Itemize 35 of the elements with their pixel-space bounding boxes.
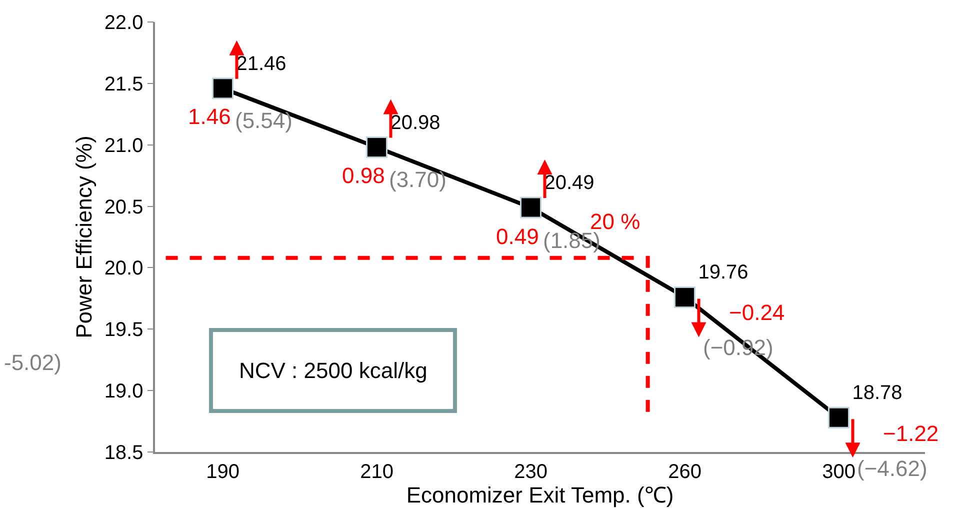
point xyxy=(828,406,850,428)
x-tick-label: 300 xyxy=(822,460,856,483)
x-tick-label: 190 xyxy=(206,460,240,483)
y-tick-label: 20.5 xyxy=(104,196,144,218)
data-label: 21.46 xyxy=(236,52,286,75)
annotation: 0.98 xyxy=(342,163,385,188)
y-tick-label: 19.0 xyxy=(104,380,144,403)
y-axis-title: Power Efficiency (%) xyxy=(72,136,97,338)
x-tick-label: 210 xyxy=(360,460,394,483)
y-tick-label: 19.5 xyxy=(104,319,144,342)
y-tick-label: 21.5 xyxy=(104,73,144,96)
x-axis-title: Economizer Exit Temp. (℃) xyxy=(406,482,674,508)
point xyxy=(520,196,542,218)
x-tick-label: 260 xyxy=(668,460,702,483)
annotation: (−4.62) xyxy=(857,456,928,481)
x-tick-label: 230 xyxy=(514,460,548,483)
y-tick-label: 20.0 xyxy=(104,258,144,280)
point xyxy=(366,136,388,158)
y-tick-label: 21.0 xyxy=(104,134,144,157)
annotation: −0.24 xyxy=(729,300,785,325)
data-label: 20.98 xyxy=(390,112,440,134)
data-label: 18.78 xyxy=(852,382,902,404)
annotation: (5.54) xyxy=(235,108,292,133)
text: -5.02) xyxy=(4,350,62,375)
data-label: 19.76 xyxy=(698,262,748,284)
annotation: 0.49 xyxy=(496,224,539,249)
annotation: (3.70) xyxy=(389,167,446,192)
y-tick-label: 18.5 xyxy=(104,442,144,464)
annotation: −1.22 xyxy=(883,421,939,446)
data-label: 20.49 xyxy=(544,172,594,194)
point xyxy=(212,78,234,100)
annotation: 1.46 xyxy=(188,104,231,129)
point xyxy=(674,286,696,308)
y-tick-label: 22.0 xyxy=(104,12,144,34)
annotation: NCV : 2500 kcal/kg xyxy=(239,358,428,383)
